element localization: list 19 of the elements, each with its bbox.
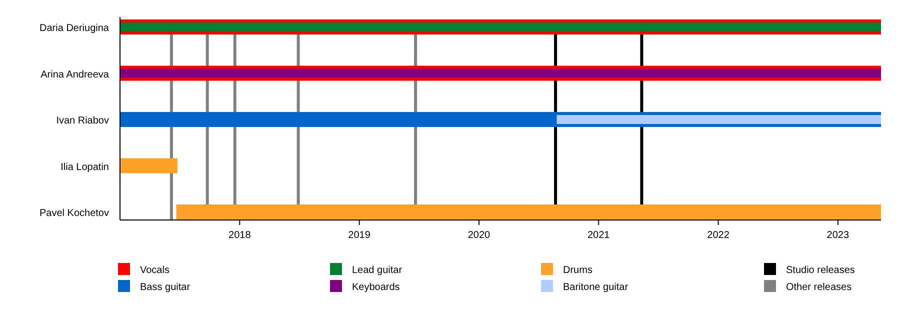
x-tick-label: 2020 <box>468 230 491 241</box>
x-tick-label: 2022 <box>707 230 730 241</box>
legend-label: Other releases <box>786 282 852 293</box>
y-tick-label: Ilia Lopatin <box>60 162 109 173</box>
y-tick-label: Pavel Kochetov <box>40 208 109 219</box>
legend-label: Studio releases <box>786 265 855 276</box>
legend-label: Lead guitar <box>352 265 403 276</box>
x-tick-label: 2018 <box>228 230 252 241</box>
legend-label: Baritone guitar <box>563 282 629 293</box>
x-tick-label: 2019 <box>348 230 371 241</box>
y-tick-label: Arina Andreeva <box>40 69 110 80</box>
legend-label: Drums <box>563 265 592 276</box>
legend-label: Vocals <box>140 265 170 276</box>
x-tick-label: 2023 <box>826 230 850 241</box>
x-tick-label: 2021 <box>587 230 610 241</box>
y-tick-label: Ivan Riabov <box>56 116 109 126</box>
legend-label: Keyboards <box>352 282 400 293</box>
legend-label: Bass guitar <box>140 282 191 293</box>
y-tick-label: Daria Deriugina <box>40 23 110 34</box>
